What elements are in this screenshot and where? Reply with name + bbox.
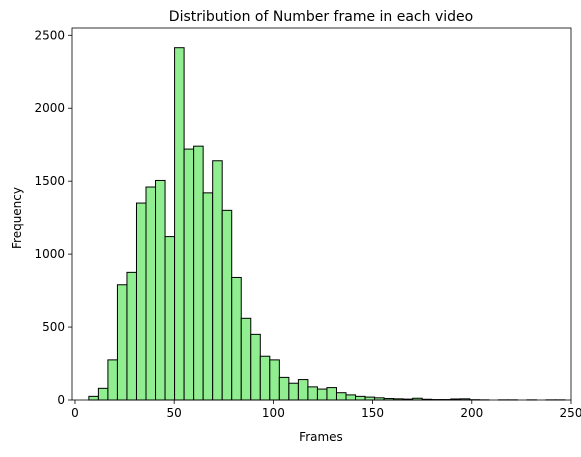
histogram-bar xyxy=(117,285,127,400)
y-tick-label: 1000 xyxy=(34,247,65,261)
x-tick-label: 200 xyxy=(460,406,483,420)
histogram-bar xyxy=(317,389,327,400)
histogram-bar xyxy=(194,146,204,400)
histogram-bar xyxy=(232,277,242,400)
histogram-bar xyxy=(336,393,346,400)
histogram-bar xyxy=(127,272,137,400)
x-axis-label: Frames xyxy=(299,430,343,444)
x-tick-label: 50 xyxy=(167,406,182,420)
x-tick-label: 100 xyxy=(262,406,285,420)
histogram-bar xyxy=(279,377,289,400)
histogram-bar xyxy=(98,388,108,400)
histogram-bar xyxy=(270,360,280,400)
histogram-bar xyxy=(289,383,299,400)
bars-group xyxy=(89,48,565,400)
histogram-bar xyxy=(327,388,337,400)
histogram-bar xyxy=(365,397,375,400)
y-tick-label: 0 xyxy=(57,393,65,407)
histogram-bar xyxy=(184,149,194,400)
histogram-bar xyxy=(308,387,318,400)
histogram-bar xyxy=(241,318,251,400)
histogram-bar xyxy=(356,396,366,400)
x-tick-label: 0 xyxy=(71,406,79,420)
x-tick-label: 150 xyxy=(361,406,384,420)
y-axis-label: Frequency xyxy=(10,187,24,249)
histogram-bar xyxy=(175,48,185,400)
histogram-bar xyxy=(156,180,166,400)
histogram-bar xyxy=(146,187,156,400)
y-tick-label: 500 xyxy=(42,320,65,334)
histogram-bar xyxy=(213,161,223,400)
histogram-bar xyxy=(108,360,118,400)
y-tick-label: 1500 xyxy=(34,174,65,188)
histogram-bar xyxy=(136,203,146,400)
histogram-bar xyxy=(260,356,270,400)
histogram-bar xyxy=(165,237,175,400)
histogram-bar xyxy=(89,396,99,400)
histogram-bar xyxy=(346,395,356,400)
histogram-bar xyxy=(251,334,261,400)
y-tick-label: 2000 xyxy=(34,101,65,115)
histogram-bar xyxy=(222,210,232,400)
chart-title: Distribution of Number frame in each vid… xyxy=(169,9,473,25)
y-tick-label: 2500 xyxy=(34,28,65,42)
histogram-bar xyxy=(203,193,213,400)
histogram-bar xyxy=(298,380,308,400)
x-tick-label: 250 xyxy=(560,406,581,420)
